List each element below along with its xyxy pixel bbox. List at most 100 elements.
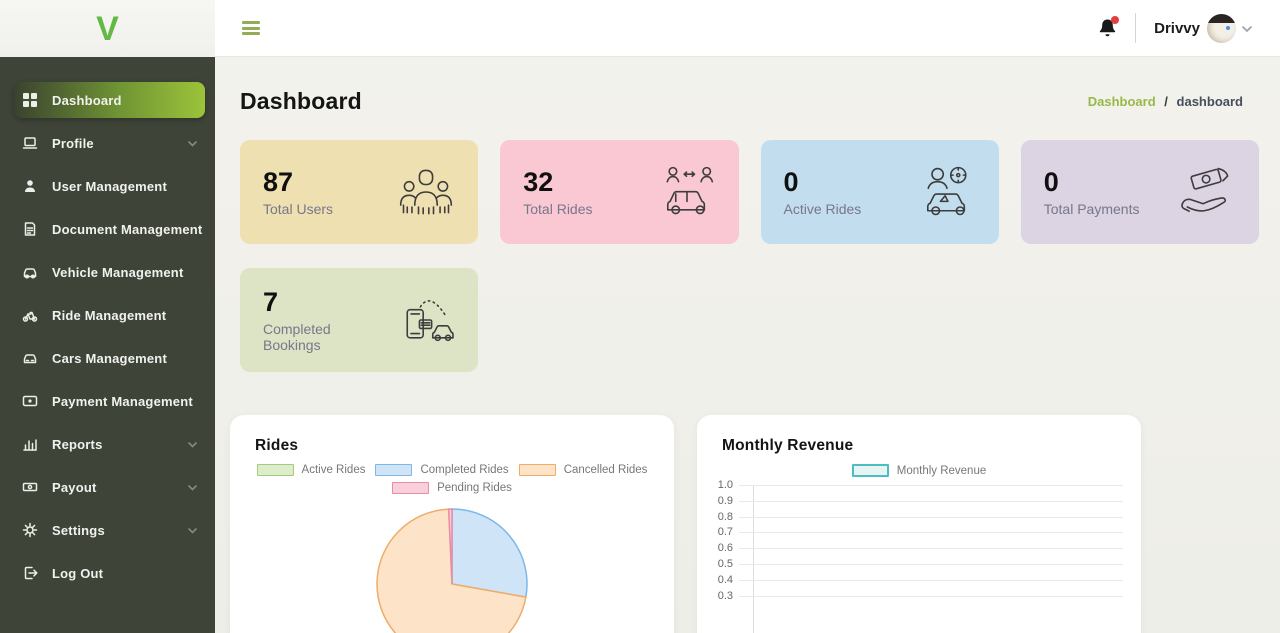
page-title: Dashboard xyxy=(240,88,362,114)
sidebar-item-label: Payout xyxy=(52,479,97,495)
sidebar-item-user-management[interactable]: User Management xyxy=(14,168,205,204)
legend-item-pending-rides[interactable]: Pending Rides xyxy=(392,482,512,494)
stat-card-total-payments[interactable]: 0 Total Payments xyxy=(1020,140,1259,244)
rides-legend: Active Rides Completed Rides Cancelled R… xyxy=(230,464,674,494)
stat-label: Total Users xyxy=(263,200,334,217)
sidebar-item-label: User Management xyxy=(52,178,167,194)
breadcrumb: Dashboard / dashboard xyxy=(1088,94,1243,109)
legend-item-monthly-revenue[interactable]: Monthly Revenue xyxy=(851,464,986,477)
legend-item-completed-rides[interactable]: Completed Rides xyxy=(375,464,509,476)
stat-card-active-rides[interactable]: 0 Active Rides xyxy=(760,140,999,244)
stats-grid: 87 Total Users 32 Total Rides xyxy=(240,140,1259,372)
charts-row: Rides Active Rides Completed Rides Cance… xyxy=(230,415,1280,633)
main-content: Dashboard Dashboard / dashboard 87 Total… xyxy=(215,57,1280,633)
revenue-chart-area: 1.0 0.9 0.8 0.7 0.6 0.5 0.4 0.3 xyxy=(711,479,1123,633)
sidebar-item-dashboard[interactable]: Dashboard xyxy=(14,82,205,118)
stat-label: Total Payments xyxy=(1043,200,1140,217)
legend-swatch xyxy=(375,464,413,476)
scooter-icon xyxy=(22,307,38,323)
notification-dot xyxy=(1111,16,1120,24)
stat-card-total-users[interactable]: 87 Total Users xyxy=(240,140,479,244)
revenue-legend: Monthly Revenue xyxy=(697,464,1141,477)
stat-value: 0 xyxy=(783,166,799,197)
laptop-icon xyxy=(22,135,38,151)
hamburger-menu-button[interactable] xyxy=(242,21,260,35)
user-icon xyxy=(22,178,38,194)
gear-icon xyxy=(22,522,38,538)
monthly-revenue-title: Monthly Revenue xyxy=(722,437,854,454)
rides-pie xyxy=(376,508,528,633)
sidebar-item-cars-management[interactable]: Cars Management xyxy=(14,340,205,376)
chevron-down-icon xyxy=(188,478,197,496)
rides-chart-title: Rides xyxy=(255,437,299,454)
monthly-revenue-panel: Monthly Revenue Monthly Revenue 1.0 0.9 … xyxy=(697,415,1141,633)
sidebar-item-reports[interactable]: Reports xyxy=(14,426,205,462)
hands-money-icon xyxy=(1177,164,1237,220)
sidebar-item-payout[interactable]: Payout xyxy=(14,469,205,505)
brand-logo-letter: V xyxy=(96,9,119,48)
sidebar-item-label: Ride Management xyxy=(52,307,167,323)
sidebar-item-label: Reports xyxy=(52,436,103,452)
sidebar-item-ride-management[interactable]: Ride Management xyxy=(14,297,205,333)
dashboard-grid-icon xyxy=(22,92,38,108)
stat-value: 7 xyxy=(263,286,279,317)
credit-card-icon xyxy=(22,393,38,409)
sidebar-item-document-management[interactable]: Document Management xyxy=(14,211,205,247)
stat-card-total-rides[interactable]: 32 Total Rides xyxy=(500,140,739,244)
car-share-icon xyxy=(657,164,717,220)
chevron-down-icon xyxy=(188,521,197,539)
reports-icon xyxy=(22,436,38,452)
legend-swatch xyxy=(392,482,430,494)
sidebar-item-profile[interactable]: Profile xyxy=(14,125,205,161)
stat-value: 87 xyxy=(263,166,294,197)
stat-label: Active Rides xyxy=(783,200,862,217)
sidebar-item-label: Profile xyxy=(52,135,94,151)
sidebar-item-label: Payment Management xyxy=(52,393,193,409)
chevron-down-icon xyxy=(188,134,197,152)
chevron-down-icon xyxy=(188,435,197,453)
sidebar-item-label: Cars Management xyxy=(52,350,167,366)
sidebar-item-payment-management[interactable]: Payment Management xyxy=(14,383,205,419)
brand-logo[interactable]: V xyxy=(0,0,215,57)
driver-car-icon xyxy=(917,164,977,220)
sidebar-item-vehicle-management[interactable]: Vehicle Management xyxy=(14,254,205,290)
stat-value: 0 xyxy=(1043,166,1059,197)
sidebar-nav: Dashboard Profile User Management D xyxy=(0,57,215,591)
sidebar-item-logout[interactable]: Log Out xyxy=(14,555,205,591)
sidebar-item-label: Log Out xyxy=(52,565,104,581)
stat-label: Total Rides xyxy=(523,200,593,217)
user-menu[interactable]: Drivvy xyxy=(1154,13,1252,43)
logout-icon xyxy=(22,565,38,581)
legend-item-active-rides[interactable]: Active Rides xyxy=(256,464,365,476)
sidebar-item-label: Settings xyxy=(52,522,105,538)
breadcrumb-root-link[interactable]: Dashboard xyxy=(1087,94,1156,109)
legend-swatch xyxy=(256,464,294,476)
legend-swatch xyxy=(851,464,889,477)
user-avatar[interactable] xyxy=(1207,13,1236,43)
stat-card-completed-bookings[interactable]: 7 Completed Bookings xyxy=(240,268,479,372)
legend-swatch xyxy=(518,464,556,476)
sidebar-item-label: Dashboard xyxy=(52,92,122,108)
sidebar: V Dashboard Profile User Managem xyxy=(0,0,215,633)
car-icon xyxy=(22,264,38,280)
sidebar-item-label: Document Management xyxy=(52,221,203,237)
notifications-button[interactable] xyxy=(1098,16,1120,38)
car-front-icon xyxy=(22,350,38,366)
user-name: Drivvy xyxy=(1154,19,1200,37)
stat-label: Completed Bookings xyxy=(263,320,331,354)
users-group-icon xyxy=(396,164,456,220)
legend-item-cancelled-rides[interactable]: Cancelled Rides xyxy=(518,464,647,476)
topbar: Drivvy xyxy=(215,0,1280,57)
banknote-icon xyxy=(22,479,38,495)
sidebar-item-settings[interactable]: Settings xyxy=(14,512,205,548)
breadcrumb-current: dashboard xyxy=(1176,94,1243,109)
sidebar-item-label: Vehicle Management xyxy=(52,264,184,280)
phone-car-icon xyxy=(396,292,456,348)
topbar-divider xyxy=(1135,13,1137,43)
breadcrumb-separator: / xyxy=(1164,94,1168,109)
stat-value: 32 xyxy=(523,166,554,197)
y-axis-line xyxy=(753,485,754,633)
document-icon xyxy=(22,221,38,237)
chevron-down-icon xyxy=(1236,19,1252,37)
